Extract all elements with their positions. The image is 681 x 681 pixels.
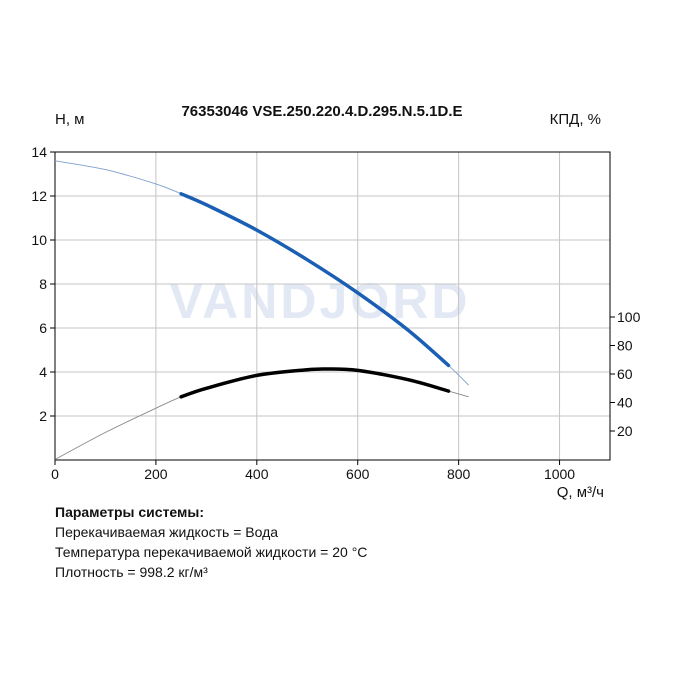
y-left-tick-label: 4	[39, 364, 47, 380]
x-tick-label: 1000	[544, 466, 575, 482]
plot-frame	[54, 151, 611, 461]
head-curve-operating	[179, 192, 451, 368]
series	[54, 160, 470, 460]
watermark: VANDJORD	[170, 273, 471, 329]
y-axis-right-label: КПД, %	[550, 111, 601, 128]
x-tick-label: 200	[144, 466, 168, 482]
y-left-tick-label: 12	[31, 188, 47, 204]
efficiency-curve-full	[54, 368, 469, 460]
x-tick-label: 600	[346, 466, 370, 482]
efficiency-curve-operating	[179, 367, 451, 399]
y-left-tick-label: 8	[39, 276, 47, 292]
grid	[55, 152, 610, 460]
x-tick-label: 800	[447, 466, 471, 482]
axes: 0 200 400 600 800 1000 2 4 6 8 10 12 14 20 40 60 80 100	[31, 144, 640, 482]
y-right-tick-label: 20	[617, 423, 633, 439]
x-axis-label: Q, м³/ч	[557, 484, 604, 501]
y-left-tick-label: 10	[31, 232, 47, 248]
y-axis-left-label: H, м	[55, 111, 84, 128]
liquid-temperature: Температура перекачиваемой жидкости = 20…	[55, 544, 368, 560]
y-left-tick-label: 14	[31, 144, 47, 160]
y-right-tick-label: 80	[617, 338, 633, 354]
system-parameters-title: Параметры системы:	[55, 504, 205, 520]
y-left-tick-label: 2	[39, 408, 47, 424]
chart-title: 76353046 VSE.250.220.4.D.295.N.5.1D.E	[181, 103, 462, 120]
x-tick-label: 400	[245, 466, 269, 482]
system-parameters: Параметры системы: Перекачиваемая жидкос…	[55, 502, 367, 582]
y-right-tick-label: 40	[617, 395, 633, 411]
y-right-tick-label: 60	[617, 366, 633, 382]
x-tick-label: 0	[51, 466, 59, 482]
pumped-liquid: Перекачиваемая жидкость = Вода	[55, 524, 279, 540]
liquid-density: Плотность = 998.2 кг/м³	[55, 564, 208, 580]
y-right-tick-label: 100	[617, 309, 641, 325]
y-left-tick-label: 6	[39, 320, 47, 336]
